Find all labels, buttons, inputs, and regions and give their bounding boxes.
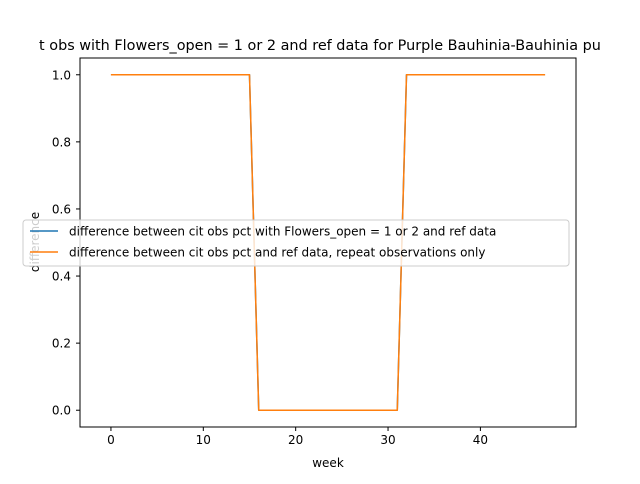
x-tick-label: 10 bbox=[196, 433, 211, 447]
data-lines bbox=[110, 74, 546, 411]
y-tick-label: 0.6 bbox=[52, 202, 71, 216]
x-tick-label: 0 bbox=[107, 433, 115, 447]
chart-title: t obs with Flowers_open = 1 or 2 and ref… bbox=[39, 38, 601, 54]
legend-label-2: difference between cit obs pct and ref d… bbox=[69, 246, 485, 260]
axis-ticks: 0 10 20 30 40 0.0 0.2 0.4 0.6 0.8 1.0 bbox=[52, 68, 488, 447]
legend: difference between cit obs pct with Flow… bbox=[22, 219, 570, 267]
x-tick-label: 20 bbox=[288, 433, 303, 447]
y-tick-label: 0.2 bbox=[52, 337, 71, 351]
y-tick-label: 0.0 bbox=[52, 404, 71, 418]
legend-box bbox=[22, 219, 570, 267]
y-tick-label: 0.4 bbox=[52, 270, 71, 284]
x-axis-label: week bbox=[312, 456, 344, 470]
series-line-2 bbox=[110, 74, 546, 411]
y-tick-label: 1.0 bbox=[52, 68, 71, 82]
x-tick-label: 40 bbox=[473, 433, 488, 447]
legend-label-1: difference between cit obs pct with Flow… bbox=[69, 225, 496, 239]
y-tick-label: 0.8 bbox=[52, 135, 71, 149]
x-tick-label: 30 bbox=[380, 433, 395, 447]
